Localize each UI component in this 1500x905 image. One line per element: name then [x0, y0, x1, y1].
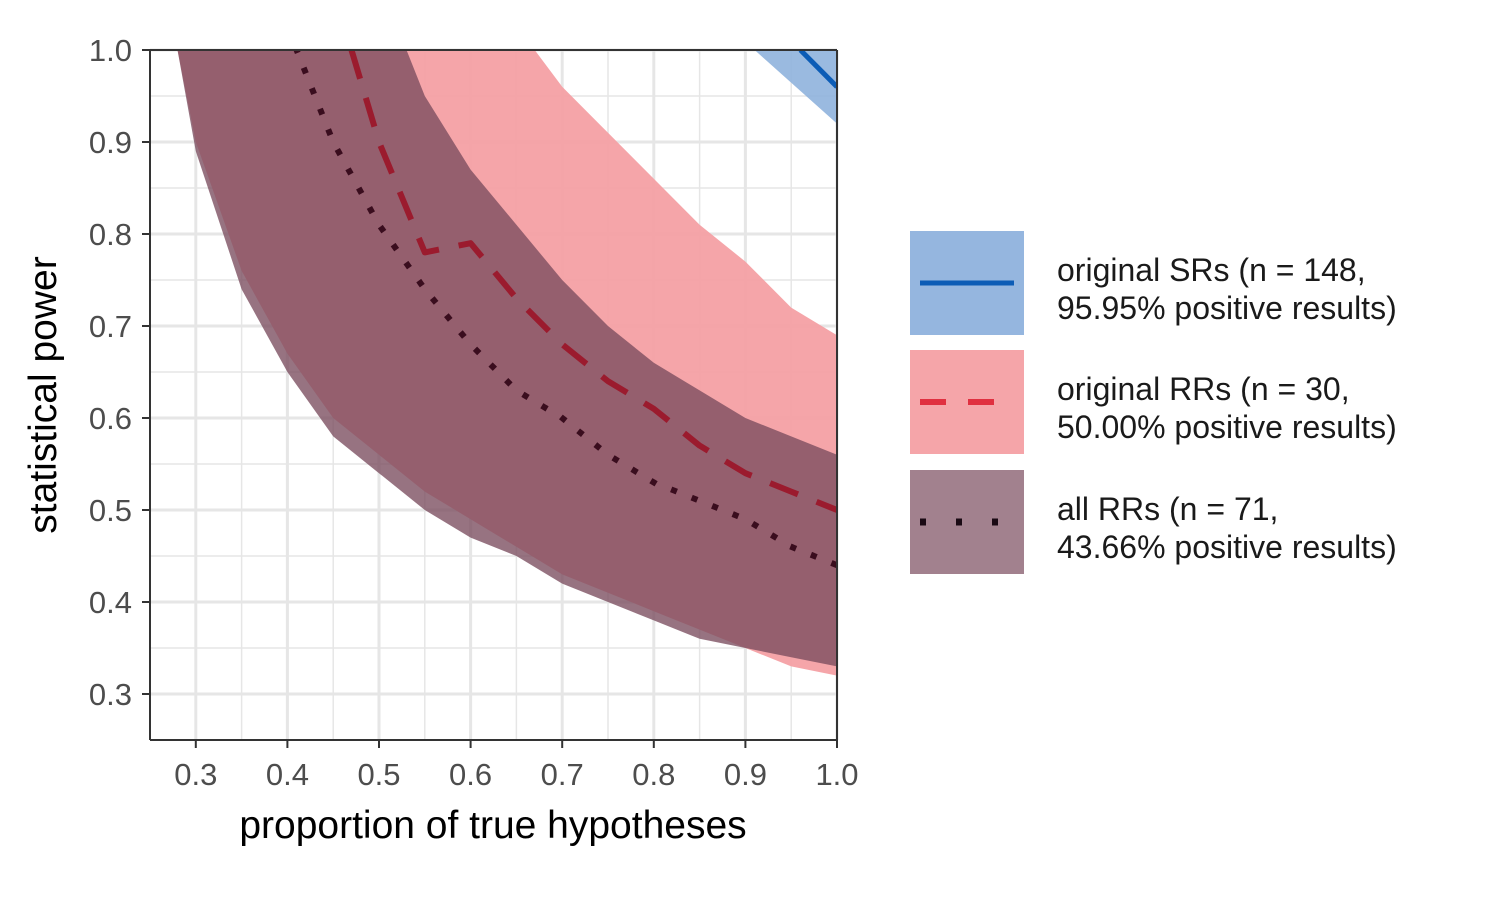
original-srs-line — [798, 50, 837, 89]
all-rrs-band — [177, 50, 837, 667]
y-tick-label: 0.7 — [89, 309, 132, 344]
y-tick-label: 0.8 — [89, 217, 132, 252]
original-rrs-line — [348, 50, 837, 513]
line-layer — [293, 50, 837, 569]
x-tick-label: 1.0 — [815, 757, 858, 792]
x-axis-title: proportion of true hypotheses — [239, 804, 746, 847]
axis-layer: 0.3 0.4 0.5 0.6 0.7 0.8 0.9 1.0 0.3 0.4 0.5 0.6 0.7 0… — [89, 33, 859, 792]
y-axis-title: statistical power — [22, 256, 65, 533]
legend-key-band — [910, 470, 1024, 574]
x-tick-label: 0.6 — [449, 757, 492, 792]
x-tick-label: 0.3 — [174, 757, 217, 792]
legend-label: all RRs (n = 71, — [1057, 491, 1278, 527]
y-tick-label: 0.5 — [89, 493, 132, 528]
y-tick-label: 1.0 — [89, 33, 132, 68]
legend-label-line2: 95.95% positive results) — [1057, 290, 1397, 326]
x-tick-label: 0.4 — [266, 757, 309, 792]
x-tick-label: 0.9 — [724, 757, 767, 792]
legend-label-line2: 50.00% positive results) — [1057, 409, 1397, 445]
legend-label-line2: 43.66% positive results) — [1057, 529, 1397, 565]
y-tick-label: 0.9 — [89, 125, 132, 160]
x-tick-label: 0.5 — [357, 757, 400, 792]
y-tick-label: 0.3 — [89, 677, 132, 712]
legend: original SRs (n = 148,95.95% positive re… — [910, 231, 1397, 574]
legend-label: original SRs (n = 148, — [1057, 252, 1366, 288]
y-tick-label: 0.4 — [89, 585, 132, 620]
x-tick-label: 0.7 — [541, 757, 584, 792]
y-tick-label: 0.6 — [89, 401, 132, 436]
x-tick-label: 0.8 — [632, 757, 675, 792]
all-rrs-line — [293, 50, 837, 569]
legend-label: original RRs (n = 30, — [1057, 371, 1350, 407]
